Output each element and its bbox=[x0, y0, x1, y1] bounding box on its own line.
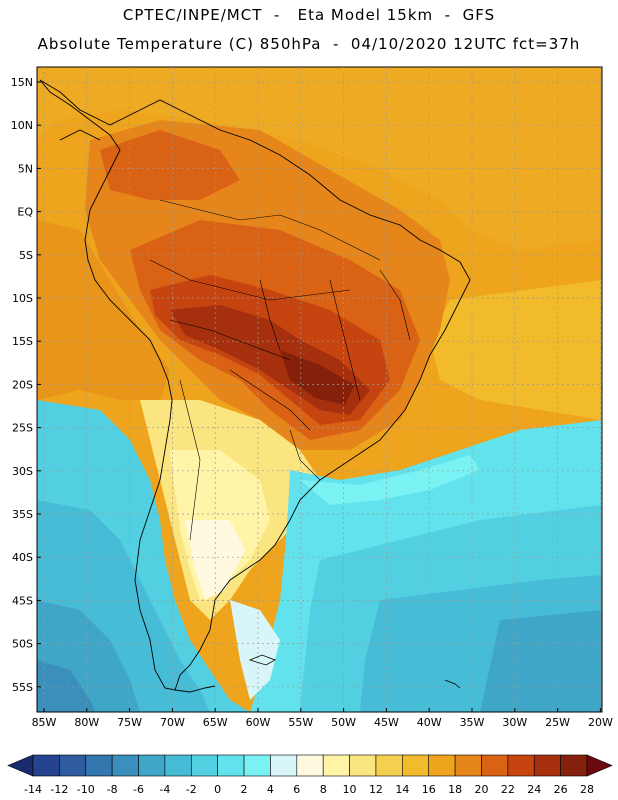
longitude-label: 50W bbox=[331, 716, 356, 729]
colorbar-swatch bbox=[402, 754, 430, 777]
colorbar-label: 8 bbox=[320, 783, 327, 796]
island bbox=[248, 654, 276, 666]
latitude-label: 20S bbox=[12, 378, 33, 391]
colorbar-label: 16 bbox=[422, 783, 436, 796]
longitude-labels: 85W 80W 75W 70W 65W 60W 55W 50W 45W 40W 35W 30W 25W 2… bbox=[32, 708, 613, 729]
colorbar-label: 10 bbox=[343, 783, 357, 796]
colorbar-swatch bbox=[454, 754, 482, 777]
colorbar-swatch bbox=[164, 754, 192, 777]
latitude-label: 40S bbox=[12, 551, 33, 564]
colorbar-swatch bbox=[138, 754, 166, 777]
temperature-field bbox=[37, 67, 602, 712]
latitude-label: 15N bbox=[11, 76, 33, 89]
colorbar-swatch bbox=[349, 754, 377, 777]
colorbar-swatch bbox=[85, 754, 113, 777]
colorbar-label: 28 bbox=[580, 783, 594, 796]
colorbar-label: 18 bbox=[448, 783, 462, 796]
latitude-labels: 15N 10N 5N EQ 5S 10S 15S 20S 25S 30S 35S 40S 45S 50S 5… bbox=[11, 76, 41, 694]
colorbar-under-arrow bbox=[7, 754, 34, 777]
colorbar-label: -6 bbox=[133, 783, 144, 796]
latitude-label: 30S bbox=[12, 465, 33, 478]
longitude-label: 75W bbox=[117, 716, 142, 729]
colorbar-swatch bbox=[190, 754, 218, 777]
colorbar-label: 6 bbox=[293, 783, 300, 796]
longitude-label: 80W bbox=[74, 716, 99, 729]
longitude-label: 40W bbox=[417, 716, 442, 729]
longitude-label: 30W bbox=[502, 716, 527, 729]
colorbar-label: 20 bbox=[474, 783, 488, 796]
longitude-label: 85W bbox=[32, 716, 57, 729]
longitude-label: 20W bbox=[588, 716, 613, 729]
colorbar-swatch bbox=[507, 754, 535, 777]
colorbar-label: 26 bbox=[554, 783, 568, 796]
colorbar-label: 4 bbox=[267, 783, 274, 796]
latitude-label: 55S bbox=[12, 681, 33, 694]
latitude-label: 35S bbox=[12, 508, 33, 521]
colorbar-swatch bbox=[243, 754, 271, 777]
colorbar-label: -12 bbox=[50, 783, 68, 796]
longitude-label: 65W bbox=[203, 716, 228, 729]
colorbar-swatch bbox=[32, 754, 60, 777]
latitude-label: 45S bbox=[12, 594, 33, 607]
latitude-label: 25S bbox=[12, 422, 33, 435]
colorbar-label: 24 bbox=[527, 783, 541, 796]
colorbar-label: -2 bbox=[186, 783, 197, 796]
colorbar-swatch bbox=[111, 754, 139, 777]
colorbar-label: 22 bbox=[501, 783, 515, 796]
colorbar-swatch bbox=[217, 754, 245, 777]
longitude-label: 70W bbox=[160, 716, 185, 729]
latitude-label: 15S bbox=[12, 335, 33, 348]
longitude-label: 60W bbox=[246, 716, 271, 729]
colorbar bbox=[7, 754, 613, 777]
colorbar-swatch bbox=[270, 754, 298, 777]
colorbar-label: 2 bbox=[241, 783, 248, 796]
island bbox=[444, 679, 461, 689]
title-line-1: CPTEC/INPE/MCT - Eta Model 15km - GFS bbox=[122, 6, 496, 24]
colorbar-swatch bbox=[560, 754, 588, 777]
colorbar-swatch bbox=[296, 754, 324, 777]
graticule bbox=[37, 67, 602, 712]
longitude-label: 45W bbox=[374, 716, 399, 729]
colorbar-swatch bbox=[428, 754, 456, 777]
map-frame bbox=[36, 66, 603, 713]
colorbar-swatch bbox=[481, 754, 509, 777]
colorbar-label: -14 bbox=[24, 783, 42, 796]
colorbar-swatch bbox=[59, 754, 87, 777]
latitude-label: 5N bbox=[18, 162, 33, 175]
colorbar-label: -10 bbox=[77, 783, 95, 796]
latitude-label: 5S bbox=[19, 249, 33, 262]
country-borders bbox=[149, 199, 411, 541]
latitude-label: EQ bbox=[17, 206, 33, 219]
latitude-label: 50S bbox=[12, 638, 33, 651]
colorbar-over-arrow bbox=[586, 754, 613, 777]
colorbar-labels: -14 -12 -10 -8 -6 -4 -2 0 2 4 6 8 10 12 14 16 18 20 22 24 26… bbox=[24, 783, 594, 796]
title-line-2: Absolute Temperature (C) 850hPa - 04/10/… bbox=[37, 35, 581, 53]
colorbar-label: -8 bbox=[107, 783, 118, 796]
colorbar-swatch bbox=[375, 754, 403, 777]
longitude-label: 25W bbox=[545, 716, 570, 729]
colorbar-label: 14 bbox=[395, 783, 409, 796]
colorbar-swatch bbox=[322, 754, 350, 777]
colorbar-label: -4 bbox=[159, 783, 170, 796]
coastline bbox=[39, 79, 471, 693]
longitude-label: 55W bbox=[288, 716, 313, 729]
latitude-label: 10N bbox=[11, 119, 33, 132]
colorbar-swatch bbox=[533, 754, 561, 777]
longitude-label: 35W bbox=[460, 716, 485, 729]
colorbar-label: 0 bbox=[214, 783, 221, 796]
latitude-label: 10S bbox=[12, 292, 33, 305]
colorbar-label: 12 bbox=[369, 783, 383, 796]
